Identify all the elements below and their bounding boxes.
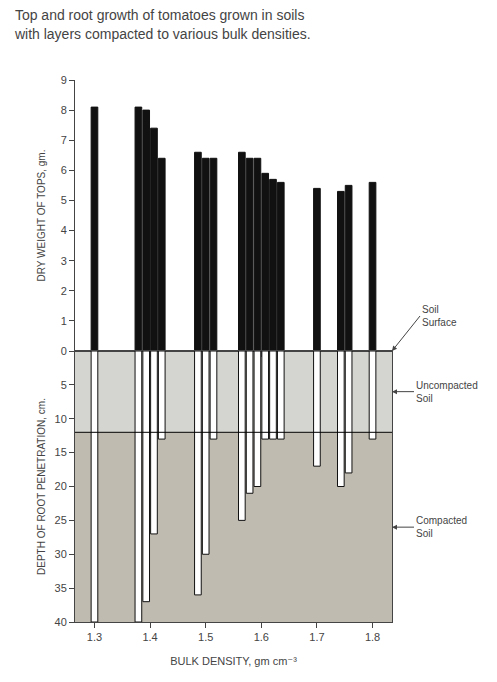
svg-text:20: 20 xyxy=(55,480,67,492)
svg-text:CompactedSoil: CompactedSoil xyxy=(416,515,467,539)
svg-text:5: 5 xyxy=(61,194,67,206)
svg-text:4: 4 xyxy=(61,224,67,236)
svg-text:3: 3 xyxy=(61,255,67,267)
svg-text:40: 40 xyxy=(55,616,67,628)
svg-text:35: 35 xyxy=(55,582,67,594)
svg-text:6: 6 xyxy=(61,164,67,176)
svg-text:0: 0 xyxy=(61,345,67,357)
svg-text:SoilSurface: SoilSurface xyxy=(422,304,457,328)
svg-text:1.7: 1.7 xyxy=(309,631,324,643)
svg-text:Top and root growth of tomatoe: Top and root growth of tomatoes grown in… xyxy=(14,7,311,41)
svg-text:25: 25 xyxy=(55,514,67,526)
svg-text:DEPTH OF ROOT PENETRATION, cm.: DEPTH OF ROOT PENETRATION, cm. xyxy=(36,398,47,575)
svg-text:DRY WEIGHT OF TOPS, gm.: DRY WEIGHT OF TOPS, gm. xyxy=(36,150,47,282)
svg-text:10: 10 xyxy=(55,413,67,425)
svg-text:1: 1 xyxy=(61,315,67,327)
svg-text:1.6: 1.6 xyxy=(254,631,269,643)
svg-text:15: 15 xyxy=(55,446,67,458)
svg-text:UncompactedSoil: UncompactedSoil xyxy=(416,380,478,404)
svg-text:1.3: 1.3 xyxy=(87,631,102,643)
svg-text:BULK DENSITY, gm cm⁻³: BULK DENSITY, gm cm⁻³ xyxy=(170,655,297,667)
svg-text:1.4: 1.4 xyxy=(142,631,157,643)
svg-text:2: 2 xyxy=(61,285,67,297)
svg-text:5: 5 xyxy=(61,379,67,391)
svg-text:1.8: 1.8 xyxy=(365,631,380,643)
svg-text:30: 30 xyxy=(55,548,67,560)
svg-text:1.5: 1.5 xyxy=(198,631,213,643)
svg-text:8: 8 xyxy=(61,104,67,116)
svg-text:7: 7 xyxy=(61,134,67,146)
svg-text:9: 9 xyxy=(61,74,67,86)
